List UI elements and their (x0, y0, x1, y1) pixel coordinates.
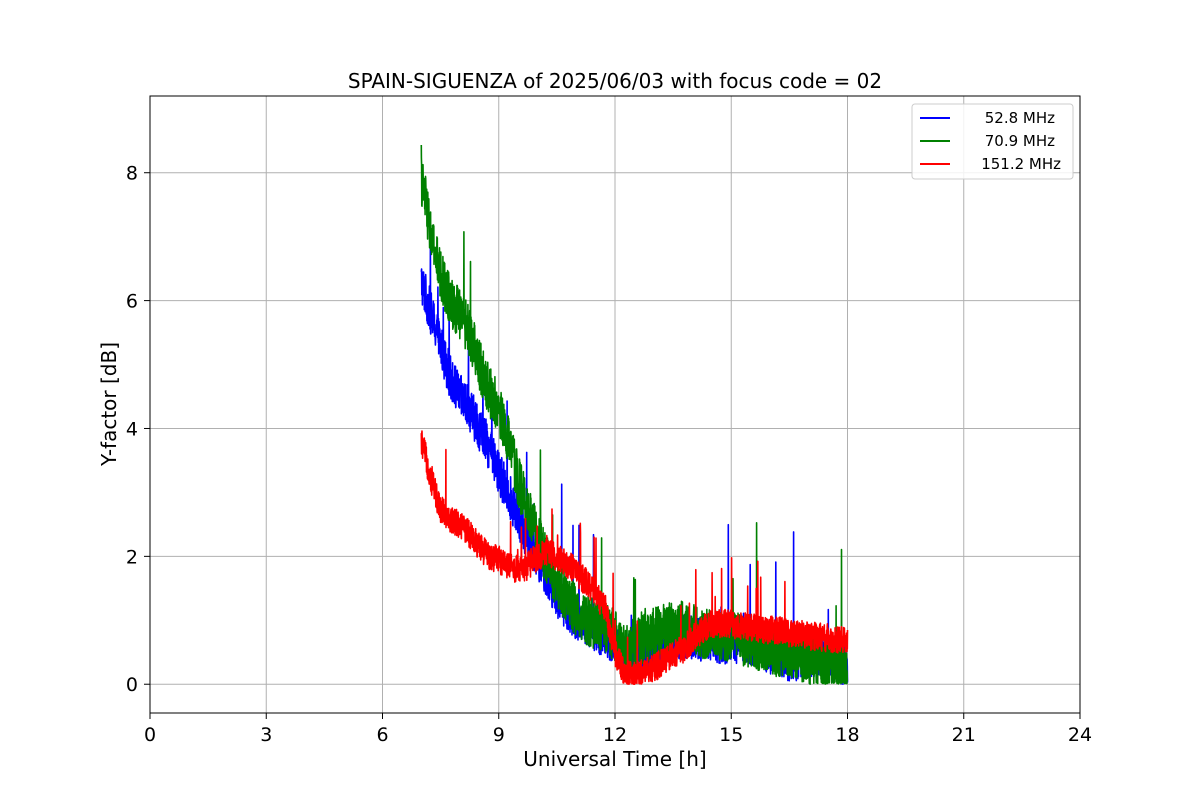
y-axis-label: Y-factor [dB] (97, 342, 121, 467)
y-tick-label: 4 (126, 418, 138, 440)
series-layer (420, 144, 849, 685)
x-tick-label: 15 (719, 724, 743, 746)
x-tick-label: 21 (952, 724, 976, 746)
series-70-9-mhz (420, 144, 849, 685)
legend: 52.8 MHz 70.9 MHz 151.2 MHz (911, 103, 1074, 180)
x-tick-label: 24 (1068, 724, 1092, 746)
legend-box (911, 103, 1074, 180)
x-tick-label: 0 (144, 724, 156, 746)
x-tick-label: 9 (493, 724, 505, 746)
y-tick-label: 2 (126, 546, 138, 568)
x-tick-label: 3 (260, 724, 272, 746)
x-tick-label: 18 (835, 724, 859, 746)
y-tick-label: 0 (126, 674, 138, 696)
x-tick-label: 6 (376, 724, 388, 746)
x-tick-label: 12 (603, 724, 627, 746)
legend-label-70-9: 70.9 MHz (985, 132, 1055, 150)
y-tick-label: 8 (126, 163, 138, 185)
chart-title: SPAIN-SIGUENZA of 2025/06/03 with focus … (348, 69, 882, 93)
series-151-2-mhz (420, 430, 849, 685)
y-tick-label: 6 (126, 291, 138, 313)
legend-label-151-2: 151.2 MHz (981, 155, 1061, 173)
legend-label-52-8: 52.8 MHz (985, 109, 1055, 127)
x-axis-label: Universal Time [h] (523, 747, 706, 771)
